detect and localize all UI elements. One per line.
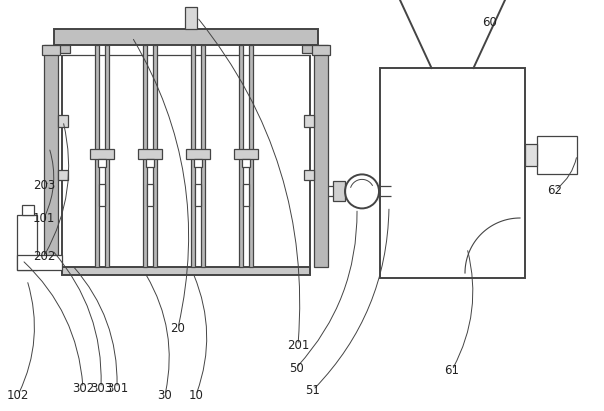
Bar: [62, 267, 310, 275]
Bar: [242, 159, 250, 167]
Text: 102: 102: [7, 388, 29, 402]
Bar: [147, 184, 153, 206]
Bar: [105, 45, 109, 267]
Bar: [138, 149, 162, 159]
Text: 30: 30: [158, 388, 172, 402]
Text: 51: 51: [306, 383, 321, 397]
Bar: [99, 184, 105, 206]
Bar: [194, 159, 202, 167]
Bar: [186, 149, 210, 159]
Bar: [56, 45, 70, 53]
Bar: [249, 45, 253, 267]
Bar: [22, 205, 34, 215]
Bar: [302, 45, 316, 53]
Text: 50: 50: [289, 362, 303, 374]
Text: 203: 203: [33, 178, 55, 192]
Bar: [17, 255, 62, 270]
Bar: [380, 68, 525, 278]
Bar: [379, 181, 391, 201]
Text: 201: 201: [287, 339, 309, 351]
Bar: [314, 45, 328, 267]
Bar: [234, 149, 258, 159]
Text: 62: 62: [547, 183, 562, 196]
Text: 60: 60: [483, 16, 498, 28]
Text: 20: 20: [170, 321, 185, 335]
Text: 61: 61: [445, 363, 460, 376]
Text: 303: 303: [90, 381, 112, 395]
Bar: [44, 45, 58, 267]
Bar: [312, 45, 330, 55]
Bar: [185, 7, 197, 29]
Bar: [153, 45, 157, 267]
Text: 301: 301: [106, 381, 128, 395]
Bar: [525, 144, 537, 166]
Bar: [54, 29, 318, 45]
Bar: [17, 215, 37, 270]
Text: 101: 101: [33, 212, 55, 224]
Bar: [143, 45, 147, 267]
Bar: [191, 45, 195, 267]
Bar: [95, 45, 99, 267]
Bar: [42, 45, 60, 55]
Bar: [243, 184, 249, 206]
Bar: [146, 159, 154, 167]
Bar: [537, 136, 577, 174]
Bar: [333, 181, 345, 201]
Bar: [201, 45, 205, 267]
Bar: [304, 170, 314, 180]
Bar: [304, 115, 314, 127]
Bar: [90, 149, 114, 159]
Text: 10: 10: [188, 388, 204, 402]
Bar: [98, 159, 106, 167]
Text: 202: 202: [33, 249, 55, 263]
Bar: [58, 115, 68, 127]
Bar: [58, 170, 68, 180]
Bar: [195, 184, 201, 206]
Bar: [239, 45, 243, 267]
Text: 302: 302: [72, 381, 94, 395]
